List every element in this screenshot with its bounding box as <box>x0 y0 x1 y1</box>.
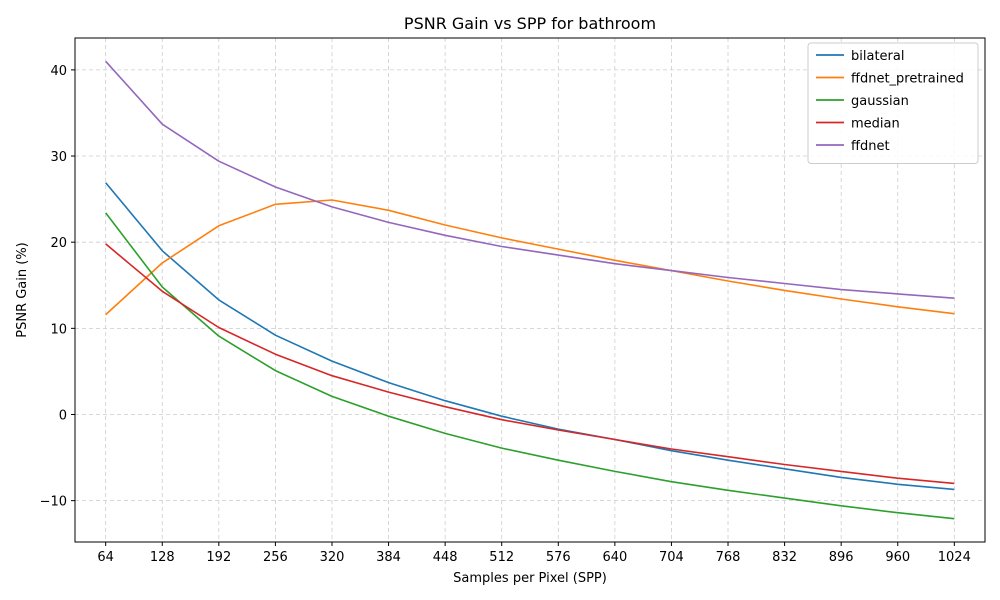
plot-frame <box>74 37 986 543</box>
x-tick-label: 64 <box>97 550 114 565</box>
y-tick-label: 0 <box>59 408 67 423</box>
legend-label: ffdnet_pretrained <box>851 72 964 87</box>
series-line-bilateral <box>105 182 955 491</box>
x-tick-label: 704 <box>659 550 684 565</box>
x-tick-label: 832 <box>772 550 797 565</box>
x-tick-label: 320 <box>320 550 345 565</box>
legend-label: median <box>851 117 900 132</box>
y-tick-label: 40 <box>50 64 67 79</box>
x-tick-label: 256 <box>263 550 288 565</box>
legend-label: bilateral <box>851 49 904 64</box>
x-tick-label: 1024 <box>938 550 971 565</box>
y-tick-label: 30 <box>50 150 67 165</box>
x-tick-label: 512 <box>489 550 514 565</box>
x-tick-label: 896 <box>829 550 854 565</box>
x-tick-label: 576 <box>546 550 571 565</box>
x-tick-label: 384 <box>376 550 401 565</box>
x-tick-label: 192 <box>206 550 231 565</box>
y-tick-label: 20 <box>50 236 67 251</box>
series-line-gaussian <box>105 212 955 520</box>
series-line-median <box>105 243 955 485</box>
series-layer <box>105 60 955 520</box>
legend: bilateral ffdnet_pretrained gaussian median… <box>807 42 979 164</box>
legend-box <box>807 42 979 164</box>
legend-label: ffdnet <box>851 139 890 154</box>
x-tick-label: 448 <box>433 550 458 565</box>
x-tick-label: 768 <box>716 550 741 565</box>
y-tick-label: 10 <box>50 322 67 337</box>
x-tick-label: 960 <box>885 550 910 565</box>
legend-label: gaussian <box>851 94 909 109</box>
series-line-ffdnet <box>105 60 955 299</box>
x-axis: 64 128 192 256 320 384 448 512 576 640 704 768 832 89… <box>97 542 971 565</box>
x-tick-label: 128 <box>150 550 175 565</box>
y-tick-label: −10 <box>40 495 67 510</box>
y-axis-label: PSNR Gain (%) <box>15 242 30 338</box>
series-line-ffdnet-pretrained <box>105 199 955 316</box>
y-axis: −10 0 10 20 30 40 <box>40 64 75 510</box>
chart-title: PSNR Gain vs SPP for bathroom <box>404 14 656 33</box>
x-tick-label: 640 <box>602 550 627 565</box>
x-axis-label: Samples per Pixel (SPP) <box>453 571 607 586</box>
